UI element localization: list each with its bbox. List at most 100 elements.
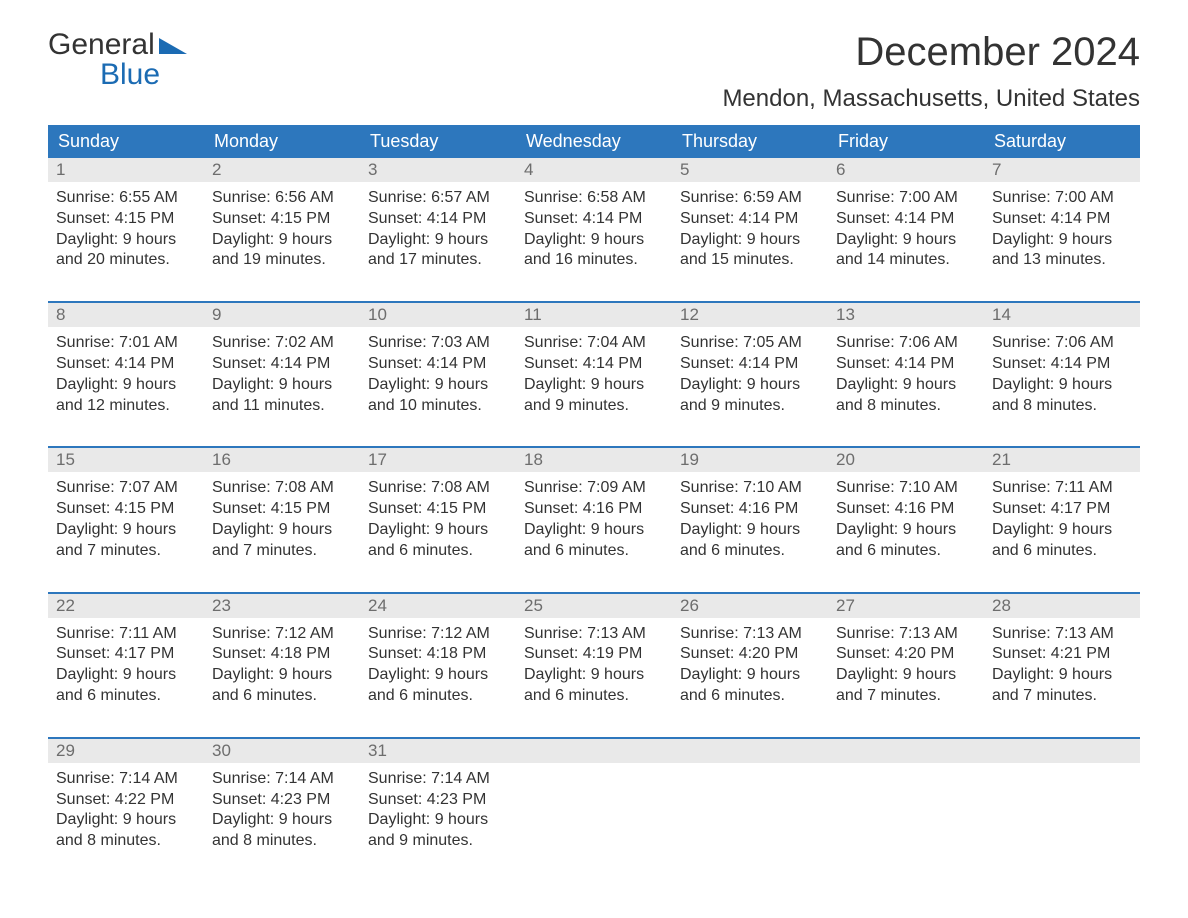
day-number: 31: [360, 739, 516, 763]
day-d1: Daylight: 9 hours: [836, 375, 976, 396]
day-number: 26: [672, 594, 828, 618]
logo-mark-icon: [159, 30, 187, 60]
day-d2: and 8 minutes.: [56, 831, 196, 852]
day-sunrise: Sunrise: 7:00 AM: [992, 188, 1132, 209]
day-d2: and 15 minutes.: [680, 250, 820, 271]
day-number: 28: [984, 594, 1140, 618]
day-sunrise: Sunrise: 7:03 AM: [368, 333, 508, 354]
day-sunrise: Sunrise: 6:58 AM: [524, 188, 664, 209]
day-number: [672, 739, 828, 763]
day-sunrise: Sunrise: 7:12 AM: [212, 624, 352, 645]
day-cell: Sunrise: 7:06 AMSunset: 4:14 PMDaylight:…: [828, 327, 984, 432]
day-sunset: Sunset: 4:14 PM: [836, 209, 976, 230]
day-d2: and 6 minutes.: [836, 541, 976, 562]
day-d1: Daylight: 9 hours: [56, 230, 196, 251]
day-number: 13: [828, 303, 984, 327]
day-d1: Daylight: 9 hours: [992, 665, 1132, 686]
day-sunrise: Sunrise: 7:10 AM: [680, 478, 820, 499]
day-d1: Daylight: 9 hours: [836, 520, 976, 541]
day-d2: and 6 minutes.: [368, 686, 508, 707]
day-sunrise: Sunrise: 7:06 AM: [992, 333, 1132, 354]
day-sunrise: Sunrise: 7:05 AM: [680, 333, 820, 354]
day-d2: and 13 minutes.: [992, 250, 1132, 271]
day-cell: Sunrise: 7:10 AMSunset: 4:16 PMDaylight:…: [672, 472, 828, 577]
day-sunset: Sunset: 4:21 PM: [992, 644, 1132, 665]
day-d2: and 6 minutes.: [680, 541, 820, 562]
day-sunset: Sunset: 4:19 PM: [524, 644, 664, 665]
day-sunset: Sunset: 4:23 PM: [212, 790, 352, 811]
day-number: 6: [828, 158, 984, 182]
day-sunset: Sunset: 4:14 PM: [992, 354, 1132, 375]
day-header: Tuesday: [360, 125, 516, 158]
day-header: Wednesday: [516, 125, 672, 158]
day-number: 23: [204, 594, 360, 618]
day-d2: and 8 minutes.: [212, 831, 352, 852]
day-number: [516, 739, 672, 763]
location: Mendon, Massachusetts, United States: [722, 85, 1140, 113]
day-sunrise: Sunrise: 6:56 AM: [212, 188, 352, 209]
day-sunrise: Sunrise: 7:04 AM: [524, 333, 664, 354]
day-sunset: Sunset: 4:17 PM: [992, 499, 1132, 520]
day-sunset: Sunset: 4:14 PM: [524, 209, 664, 230]
day-cell: Sunrise: 7:11 AMSunset: 4:17 PMDaylight:…: [48, 618, 204, 723]
day-d2: and 12 minutes.: [56, 396, 196, 417]
day-d1: Daylight: 9 hours: [56, 665, 196, 686]
day-number: 20: [828, 448, 984, 472]
day-d1: Daylight: 9 hours: [992, 520, 1132, 541]
day-number: 15: [48, 448, 204, 472]
day-sunset: Sunset: 4:14 PM: [56, 354, 196, 375]
day-cell: Sunrise: 7:07 AMSunset: 4:15 PMDaylight:…: [48, 472, 204, 577]
day-cell: Sunrise: 7:14 AMSunset: 4:23 PMDaylight:…: [360, 763, 516, 868]
day-d1: Daylight: 9 hours: [212, 230, 352, 251]
day-sunrise: Sunrise: 7:13 AM: [992, 624, 1132, 645]
day-sunrise: Sunrise: 7:07 AM: [56, 478, 196, 499]
day-number: 25: [516, 594, 672, 618]
day-d2: and 6 minutes.: [680, 686, 820, 707]
day-d2: and 19 minutes.: [212, 250, 352, 271]
day-number: 1: [48, 158, 204, 182]
daynum-row: 15161718192021: [48, 448, 1140, 472]
day-number: 27: [828, 594, 984, 618]
daynum-row: 1234567: [48, 158, 1140, 182]
day-sunset: Sunset: 4:14 PM: [368, 209, 508, 230]
day-number: 17: [360, 448, 516, 472]
day-cell: [672, 763, 828, 868]
day-number: 30: [204, 739, 360, 763]
day-sunrise: Sunrise: 7:08 AM: [368, 478, 508, 499]
day-d2: and 8 minutes.: [836, 396, 976, 417]
day-d1: Daylight: 9 hours: [836, 665, 976, 686]
day-sunrise: Sunrise: 7:02 AM: [212, 333, 352, 354]
logo: General Blue: [48, 30, 187, 90]
day-sunrise: Sunrise: 7:06 AM: [836, 333, 976, 354]
weeks-container: 1234567Sunrise: 6:55 AMSunset: 4:15 PMDa…: [48, 158, 1140, 868]
day-sunrise: Sunrise: 7:00 AM: [836, 188, 976, 209]
day-sunset: Sunset: 4:18 PM: [368, 644, 508, 665]
day-d2: and 7 minutes.: [836, 686, 976, 707]
day-d1: Daylight: 9 hours: [368, 665, 508, 686]
day-d1: Daylight: 9 hours: [56, 520, 196, 541]
day-number: 3: [360, 158, 516, 182]
day-sunrise: Sunrise: 6:57 AM: [368, 188, 508, 209]
day-number: 19: [672, 448, 828, 472]
day-d1: Daylight: 9 hours: [524, 520, 664, 541]
day-d2: and 6 minutes.: [524, 686, 664, 707]
day-header: Thursday: [672, 125, 828, 158]
day-d1: Daylight: 9 hours: [680, 665, 820, 686]
day-d1: Daylight: 9 hours: [524, 230, 664, 251]
daynum-row: 891011121314: [48, 303, 1140, 327]
day-sunset: Sunset: 4:18 PM: [212, 644, 352, 665]
day-number: 18: [516, 448, 672, 472]
day-sunset: Sunset: 4:14 PM: [680, 354, 820, 375]
day-cell: Sunrise: 7:13 AMSunset: 4:21 PMDaylight:…: [984, 618, 1140, 723]
day-number: 11: [516, 303, 672, 327]
day-d1: Daylight: 9 hours: [524, 665, 664, 686]
day-number: 12: [672, 303, 828, 327]
day-d1: Daylight: 9 hours: [212, 520, 352, 541]
day-sunset: Sunset: 4:15 PM: [56, 209, 196, 230]
day-sunrise: Sunrise: 7:13 AM: [524, 624, 664, 645]
day-d2: and 6 minutes.: [992, 541, 1132, 562]
day-sunset: Sunset: 4:15 PM: [368, 499, 508, 520]
day-sunset: Sunset: 4:17 PM: [56, 644, 196, 665]
day-cell: Sunrise: 6:58 AMSunset: 4:14 PMDaylight:…: [516, 182, 672, 287]
day-sunrise: Sunrise: 7:13 AM: [836, 624, 976, 645]
